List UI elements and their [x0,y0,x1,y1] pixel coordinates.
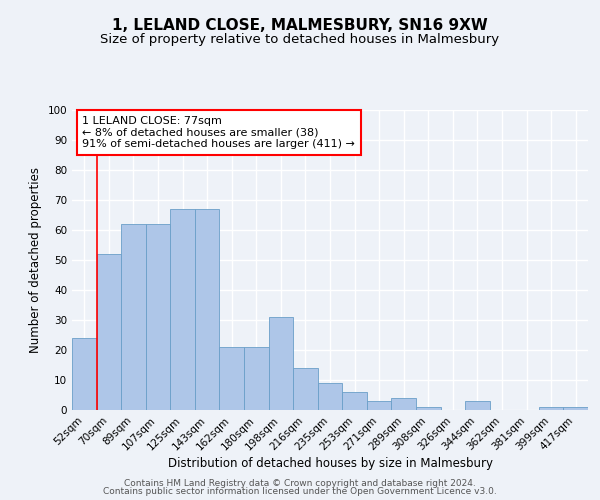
Text: Size of property relative to detached houses in Malmesbury: Size of property relative to detached ho… [100,32,500,46]
Bar [318,383,342,410]
Text: Contains public sector information licensed under the Open Government Licence v3: Contains public sector information licen… [103,487,497,496]
Bar [121,224,146,410]
Text: 1 LELAND CLOSE: 77sqm
← 8% of detached houses are smaller (38)
91% of semi-detac: 1 LELAND CLOSE: 77sqm ← 8% of detached h… [82,116,355,149]
Y-axis label: Number of detached properties: Number of detached properties [29,167,42,353]
Text: 1, LELAND CLOSE, MALMESBURY, SN16 9XW: 1, LELAND CLOSE, MALMESBURY, SN16 9XW [112,18,488,32]
X-axis label: Distribution of detached houses by size in Malmesbury: Distribution of detached houses by size … [167,458,493,470]
Bar [563,407,588,410]
Bar [220,347,244,410]
Bar [367,401,391,410]
Bar [170,209,195,410]
Text: Contains HM Land Registry data © Crown copyright and database right 2024.: Contains HM Land Registry data © Crown c… [124,478,476,488]
Bar [72,338,97,410]
Bar [146,224,170,410]
Bar [416,407,440,410]
Bar [391,398,416,410]
Bar [244,347,269,410]
Bar [293,368,318,410]
Bar [465,401,490,410]
Bar [269,317,293,410]
Bar [97,254,121,410]
Bar [539,407,563,410]
Bar [342,392,367,410]
Bar [195,209,220,410]
